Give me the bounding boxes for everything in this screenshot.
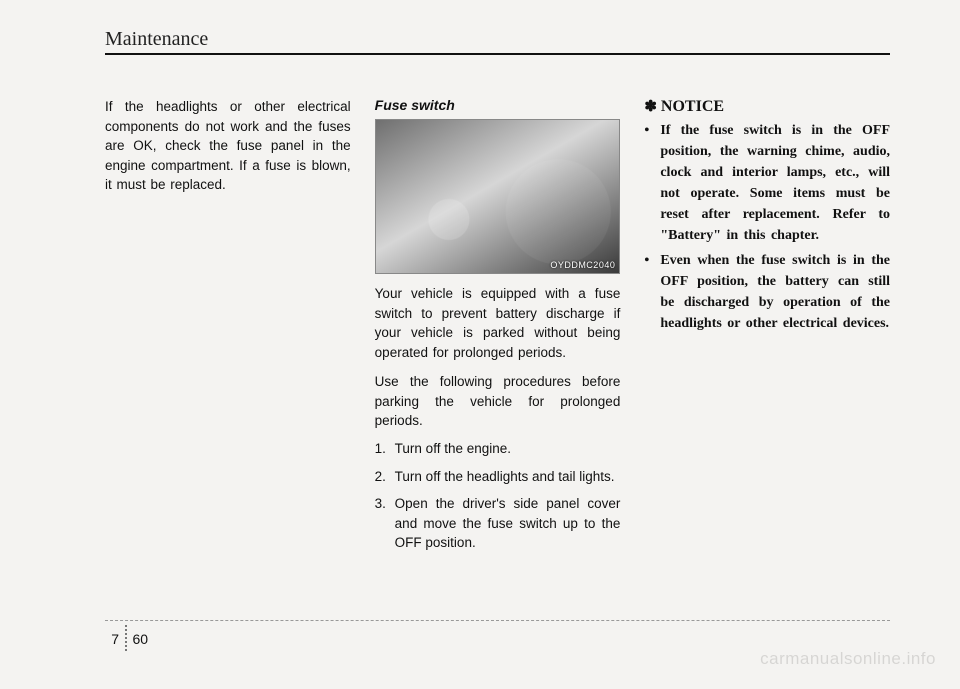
page-number: 60	[133, 631, 149, 647]
column-1: If the headlights or other electrical co…	[105, 97, 351, 553]
column-2: Fuse switch OYDDMC2040 Your vehicle is e…	[375, 97, 621, 553]
step-3: 3. Open the driver's side panel cover an…	[375, 494, 621, 553]
step-3-text: Open the driver's side panel cover and m…	[395, 494, 621, 553]
notice-bullet-1-text: If the fuse switch is in the OFF positio…	[660, 120, 890, 246]
notice-heading: ✽NOTICE	[644, 97, 890, 116]
watermark-text: carmanualsonline.info	[760, 649, 936, 669]
step-2: 2. Turn off the headlights and tail ligh…	[375, 467, 621, 487]
notice-bullet-2: • Even when the fuse switch is in the OF…	[644, 250, 890, 334]
col2-paragraph-1: Your vehicle is equipped with a fuse swi…	[375, 284, 621, 362]
bullet-dot-icon: •	[644, 120, 654, 246]
manual-page: Maintenance If the headlights or other e…	[0, 0, 960, 689]
step-2-number: 2.	[375, 467, 391, 487]
notice-label: NOTICE	[661, 98, 724, 115]
figure-id-label: OYDDMC2040	[550, 260, 615, 270]
col1-paragraph: If the headlights or other electrical co…	[105, 97, 351, 195]
step-1-number: 1.	[375, 439, 391, 459]
notice-bullet-2-text: Even when the fuse switch is in the OFF …	[660, 250, 890, 334]
fuse-switch-subhead: Fuse switch	[375, 97, 621, 113]
section-number: 7	[105, 631, 119, 647]
notice-symbol-icon: ✽	[644, 99, 657, 115]
step-1: 1. Turn off the engine.	[375, 439, 621, 459]
folio-separator	[125, 625, 127, 653]
footer-rule	[105, 620, 890, 621]
page-header-title: Maintenance	[105, 28, 890, 51]
header-rule	[105, 53, 890, 55]
step-1-text: Turn off the engine.	[395, 439, 621, 459]
step-3-number: 3.	[375, 494, 391, 553]
bullet-dot-icon: •	[644, 250, 654, 334]
fuse-switch-figure: OYDDMC2040	[375, 119, 621, 274]
col2-paragraph-2: Use the following procedures before park…	[375, 372, 621, 431]
notice-bullet-1: • If the fuse switch is in the OFF posit…	[644, 120, 890, 246]
step-2-text: Turn off the headlights and tail lights.	[395, 467, 621, 487]
column-3: ✽NOTICE • If the fuse switch is in the O…	[644, 97, 890, 553]
content-columns: If the headlights or other electrical co…	[105, 97, 890, 553]
